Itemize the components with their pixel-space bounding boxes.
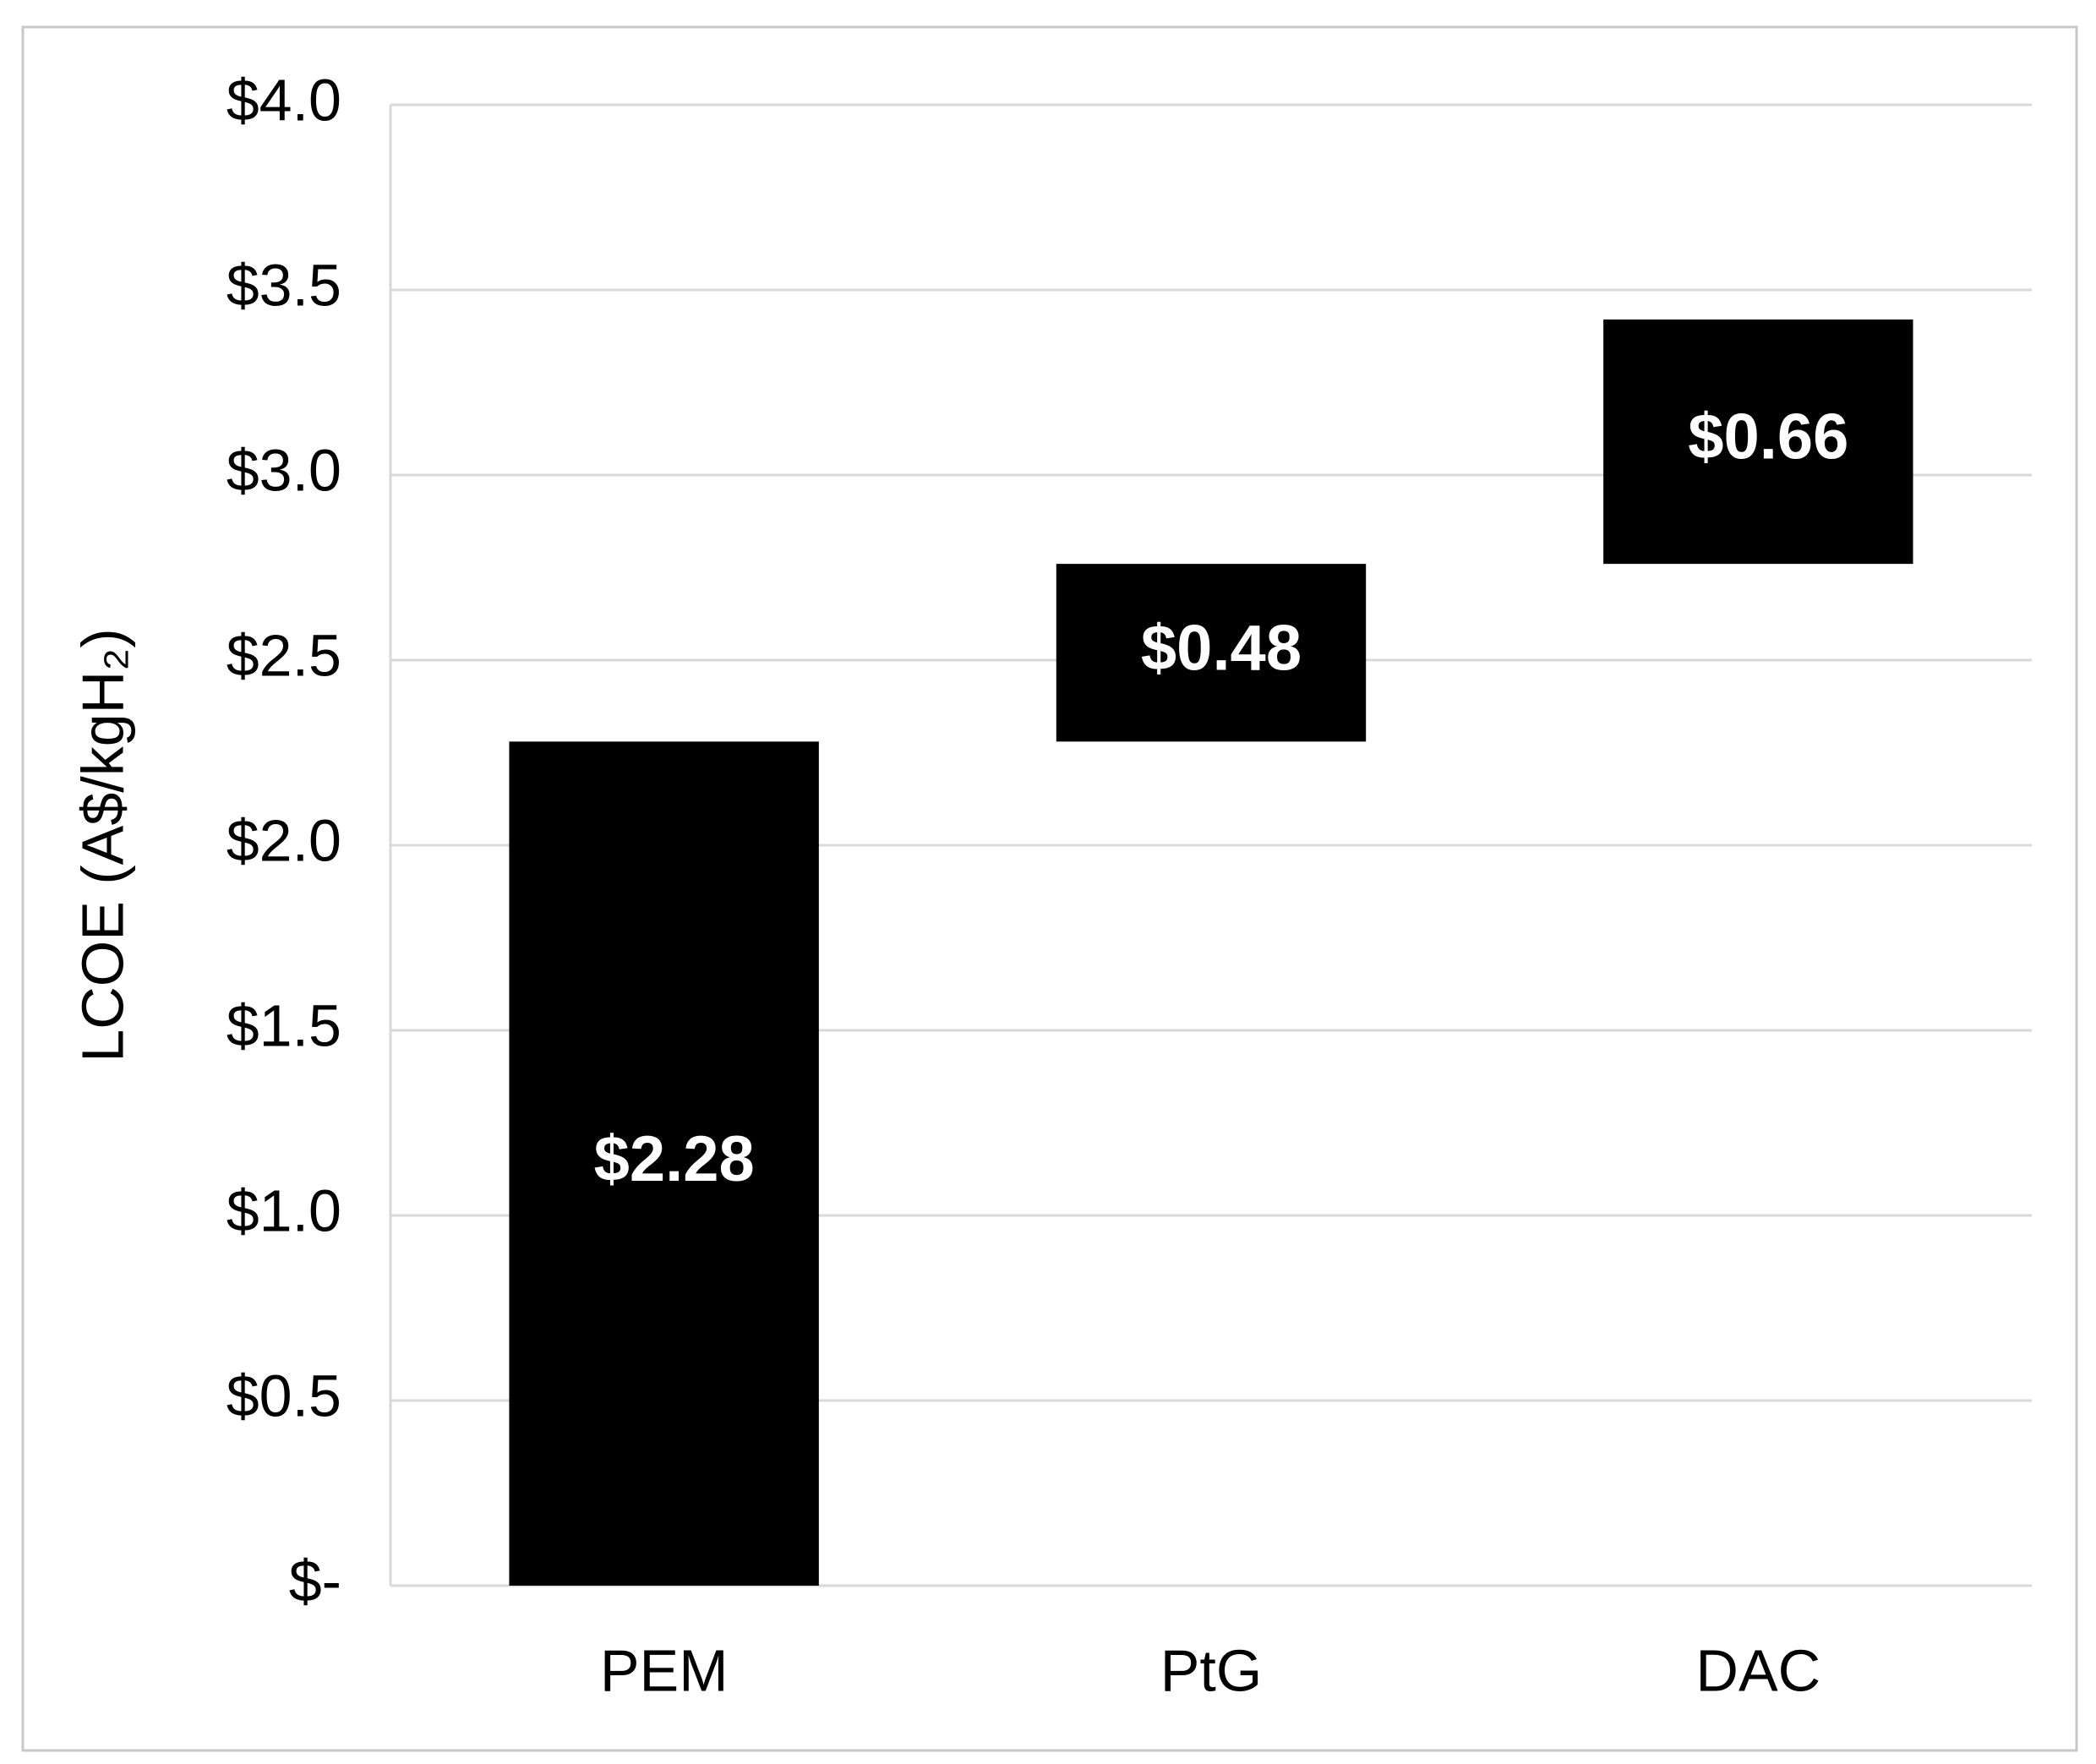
y-tick-label: $4.0 [227,67,341,133]
value-label: $2.28 [594,1123,755,1195]
bar [1056,564,1367,742]
y-tick-label: $2.0 [227,807,341,873]
y-tick-label: $2.5 [227,622,341,688]
y-tick-label: $1.5 [227,992,341,1058]
x-tick-label: PEM [600,1637,729,1703]
x-tick-label: DAC [1695,1637,1820,1703]
y-tick-label: $3.5 [227,252,341,318]
y-tick-label: $0.5 [227,1363,341,1428]
value-label: $0.48 [1141,612,1302,684]
y-axis-title: LCOE (A$/kgH₂) [69,628,135,1062]
chart-border [21,25,2078,1752]
y-tick-label: $1.0 [227,1177,341,1243]
y-tick-label: $3.0 [227,437,341,503]
x-tick-label: PtG [1160,1637,1263,1703]
value-label: $0.66 [1688,401,1848,473]
bar [1603,319,1913,565]
bar [509,741,819,1586]
y-tick-label: $- [289,1548,341,1614]
